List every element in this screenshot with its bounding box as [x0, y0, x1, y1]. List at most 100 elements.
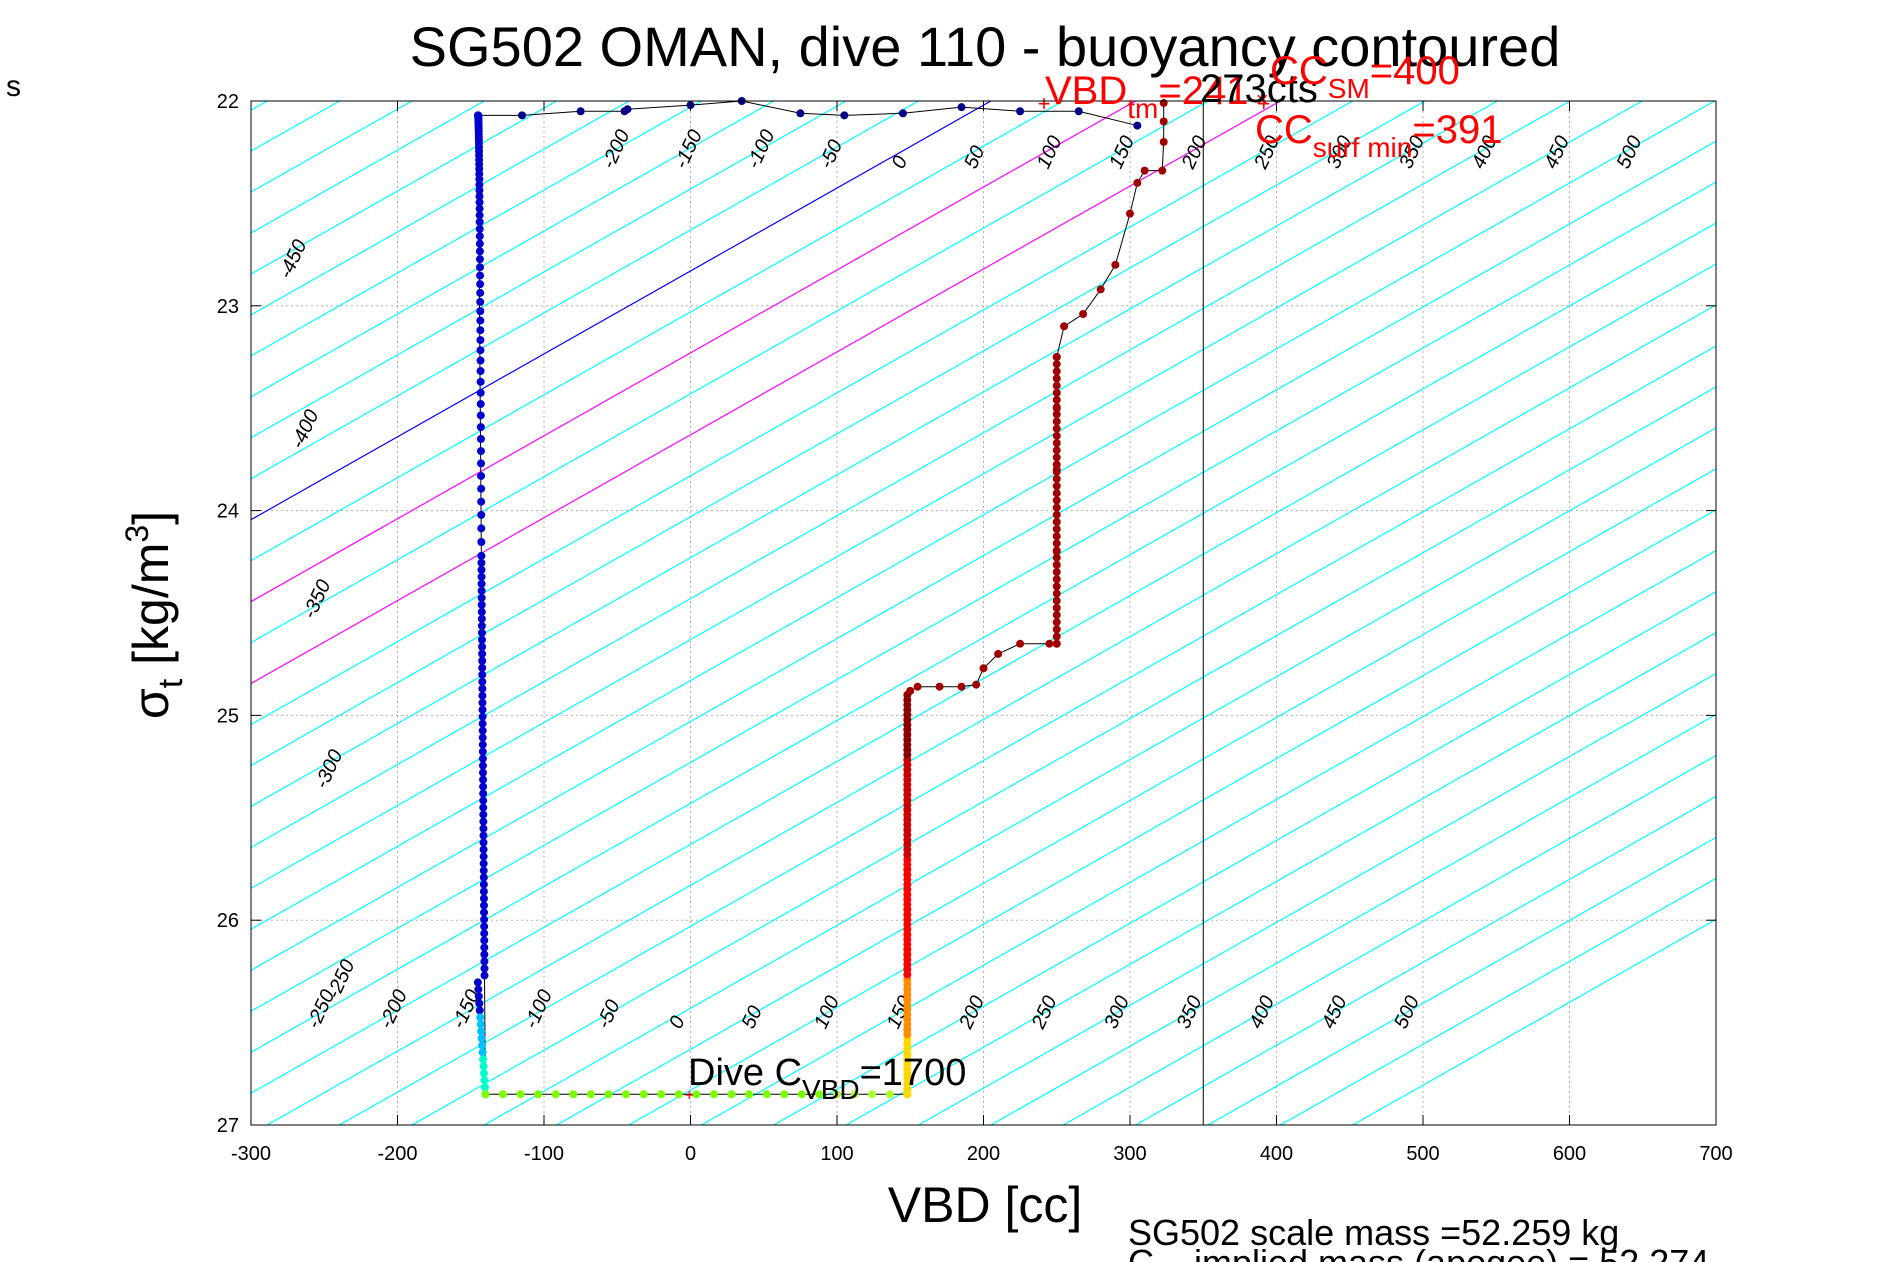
descent-point — [479, 782, 488, 791]
contour-line — [251, 101, 1571, 849]
descent-point — [475, 255, 484, 264]
bottom-point — [639, 1090, 648, 1099]
ascent-point — [1052, 532, 1061, 541]
descent-point — [479, 803, 488, 812]
ascent-point — [1052, 367, 1061, 376]
descent-point — [479, 789, 488, 798]
implied-mass-main: C — [1128, 1242, 1154, 1262]
dive-c-vbd-val: =1700 — [860, 1052, 967, 1094]
descent-point — [480, 971, 489, 980]
ascent-point — [979, 664, 988, 673]
surface-point — [1016, 107, 1025, 116]
ascent-point — [1052, 388, 1061, 397]
descent-point — [478, 670, 487, 679]
cc-surf-val: =391 — [1412, 108, 1502, 152]
ascent-point — [1052, 525, 1061, 534]
bottom-point — [534, 1090, 543, 1099]
descent-point — [476, 388, 485, 397]
x-tick-label: 700 — [1699, 1143, 1732, 1165]
ascent-point — [1052, 353, 1061, 361]
descent-point — [480, 964, 489, 973]
descent-point — [475, 217, 484, 226]
descent-point — [480, 950, 489, 959]
descent-point — [479, 831, 488, 840]
surface-point — [898, 109, 907, 118]
vbd-tm-main: VBD — [1045, 69, 1127, 113]
contour-line — [251, 101, 775, 398]
ascent-point — [1052, 431, 1061, 440]
x-tick-label: 300 — [1113, 1143, 1146, 1165]
dive-traces — [473, 97, 1204, 1125]
ascent-point — [1052, 632, 1061, 641]
y-tick-label: 26 — [217, 910, 239, 932]
ascent-point — [1052, 467, 1061, 476]
descent-point — [477, 579, 486, 588]
descent-point — [478, 663, 487, 672]
vbd-tm-sub: tm — [1127, 93, 1158, 124]
contour-line — [918, 672, 1716, 1125]
contour-line — [251, 101, 1715, 931]
descent-point — [479, 775, 488, 784]
descent-point — [477, 572, 486, 581]
descent-point — [479, 866, 488, 875]
surface-point — [623, 105, 632, 114]
descent-point — [480, 908, 489, 917]
contour-line — [1280, 877, 1716, 1125]
descent-point — [476, 297, 485, 306]
ascent-point — [1052, 539, 1061, 548]
ascent-point — [1052, 482, 1061, 491]
descent-point — [478, 754, 487, 763]
y-axis-label-close: ] — [123, 511, 179, 525]
descent-point — [477, 614, 486, 623]
bottom-point — [498, 1090, 507, 1099]
contour-line — [483, 427, 1716, 1125]
cc-surf-sub: surf min — [1313, 132, 1413, 163]
descent-point — [480, 922, 489, 931]
ascent-point — [1052, 589, 1061, 598]
bottom-point — [727, 1090, 736, 1099]
descent-point — [474, 992, 483, 1001]
descent-point — [476, 316, 485, 325]
contour-line — [845, 631, 1716, 1125]
descent-point — [475, 204, 484, 213]
descent-point — [475, 192, 484, 201]
descent-point — [479, 845, 488, 854]
descent-point — [477, 600, 486, 609]
grid — [251, 101, 1716, 1125]
ascent-point — [1052, 439, 1061, 448]
cc-sm-val: =400 — [1370, 49, 1460, 93]
descent-point — [479, 824, 488, 833]
ascent-point — [1052, 639, 1061, 648]
ascent-point — [1052, 625, 1061, 634]
cc-surf-annotation: CCsurf min=391 — [1255, 108, 1502, 163]
descent-point — [478, 677, 487, 686]
descent-point — [475, 186, 484, 195]
axis-ticks: -300 -200 -100 0 100 200 300 400 500 600 700 22 23 24… — [217, 91, 1733, 1165]
ascent-point — [1052, 603, 1061, 612]
bottom-point — [481, 1090, 490, 1099]
descent-point — [478, 649, 487, 658]
contour-line — [251, 101, 1136, 603]
contour-line — [251, 101, 1426, 767]
descent-point — [478, 656, 487, 665]
x-tick-label: 500 — [1406, 1143, 1439, 1165]
bottom-point — [692, 1090, 701, 1099]
ascent-point — [1052, 374, 1061, 383]
descent-point — [477, 551, 486, 560]
x-tick-label: -100 — [524, 1143, 564, 1165]
bottom-point — [868, 1090, 877, 1099]
ascent-point — [1052, 396, 1061, 405]
ascent-point — [1052, 503, 1061, 512]
descent-point — [479, 810, 488, 819]
descent-point — [476, 326, 485, 335]
descent-point — [475, 198, 484, 207]
ascent-point — [1052, 496, 1061, 505]
ascent-point — [1060, 322, 1069, 331]
descent-point — [479, 817, 488, 826]
bottom-point — [657, 1090, 666, 1099]
contour-line — [339, 345, 1716, 1125]
descent-point — [476, 434, 485, 443]
x-tick-label: 400 — [1260, 1143, 1293, 1165]
ascent-point — [1045, 639, 1054, 648]
